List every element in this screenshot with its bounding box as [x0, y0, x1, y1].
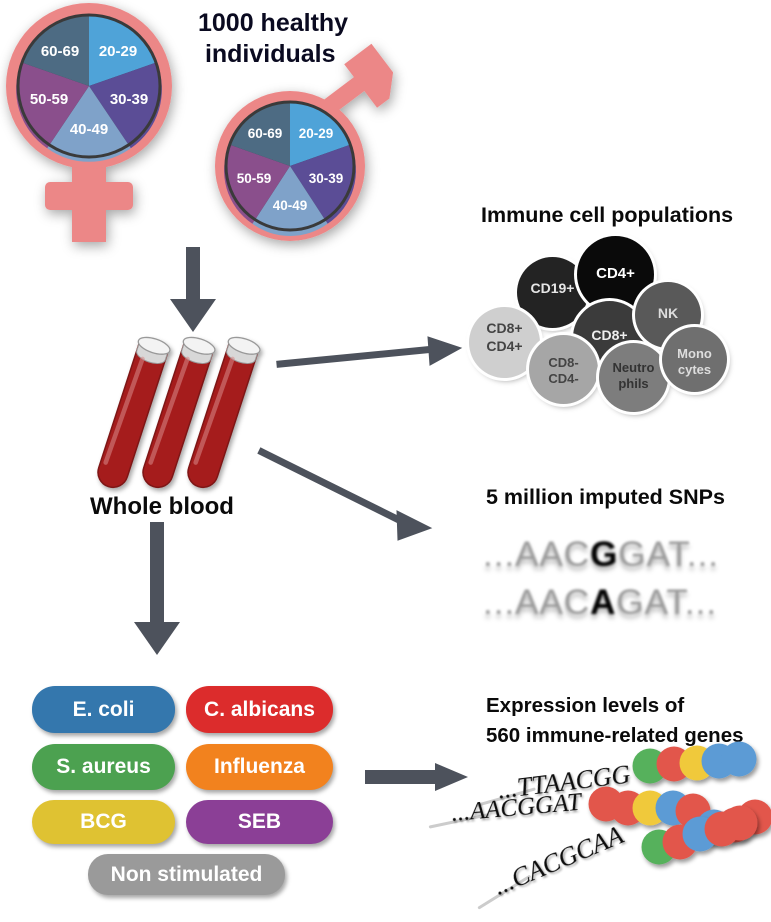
svg-text:...AACGGAT: ...AACGGAT [450, 788, 584, 826]
svg-text:...CACGCAA: ...CACGCAA [489, 820, 627, 901]
